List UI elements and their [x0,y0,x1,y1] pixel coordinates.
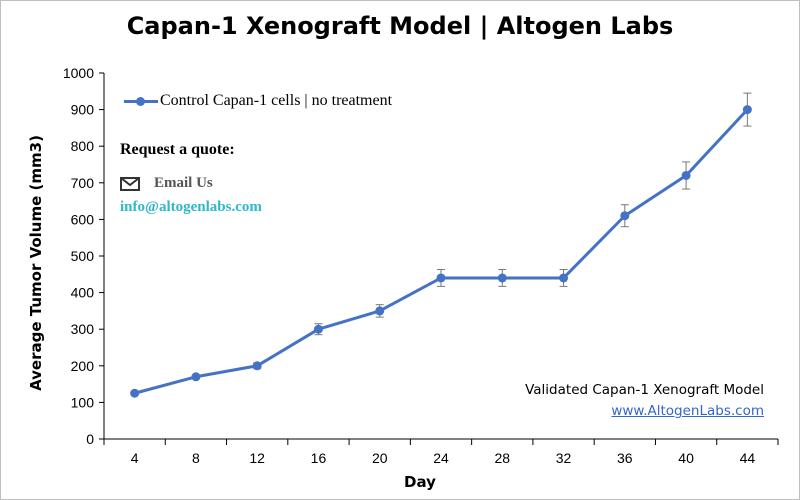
y-tick-label: 0 [86,431,94,447]
request-quote-text: Request a quote: [120,141,235,158]
website-link[interactable]: www.AltogenLabs.com [611,403,764,419]
y-tick-label: 300 [71,321,95,337]
legend: Control Capan-1 cells | no treatment [124,92,392,110]
x-tick-label: 20 [372,450,388,466]
legend-swatch [124,95,158,107]
data-point [252,361,262,371]
x-tick-label: 4 [131,450,139,466]
envelope-icon [120,176,140,191]
x-tick-label: 32 [556,450,572,466]
y-tick-label: 900 [71,102,95,118]
y-tick-label: 100 [71,394,95,410]
x-tick-label: 8 [192,450,200,466]
data-point [681,170,691,180]
data-point [742,105,752,115]
x-tick-label: 12 [249,450,265,466]
x-tick-label: 24 [433,450,449,466]
email-address-link[interactable]: info@altogenlabs.com [120,199,262,215]
y-tick-label: 400 [71,285,95,301]
y-tick-label: 800 [71,138,95,154]
y-tick-label: 600 [71,211,95,227]
data-point [375,306,385,316]
data-point [559,273,569,283]
chart-title: Capan-1 Xenograft Model | Altogen Labs [126,12,674,40]
x-tick-label: 40 [678,450,694,466]
y-tick-label: 200 [71,358,95,374]
data-point [436,273,446,283]
x-axis-label: Day [404,473,436,491]
legend-label: Control Capan-1 cells | no treatment [160,92,393,109]
email-us-label: Email Us [154,175,213,191]
x-tick-label: 36 [617,450,633,466]
x-tick-label: 44 [740,450,756,466]
data-point [130,388,140,398]
y-tick-label: 700 [71,175,95,191]
data-point [497,273,507,283]
validated-model-text: Validated Capan-1 Xenograft Model [525,382,764,398]
x-tick-label: 28 [494,450,510,466]
data-point [191,372,201,382]
email-us-link[interactable]: Email Us [120,175,213,192]
x-tick-label: 16 [311,450,327,466]
y-tick-label: 500 [71,248,95,264]
y-axis-label: Average Tumor Volume (mm3) [27,135,45,391]
data-point [313,324,323,334]
y-tick-label: 1000 [63,65,94,81]
data-point [620,211,630,221]
